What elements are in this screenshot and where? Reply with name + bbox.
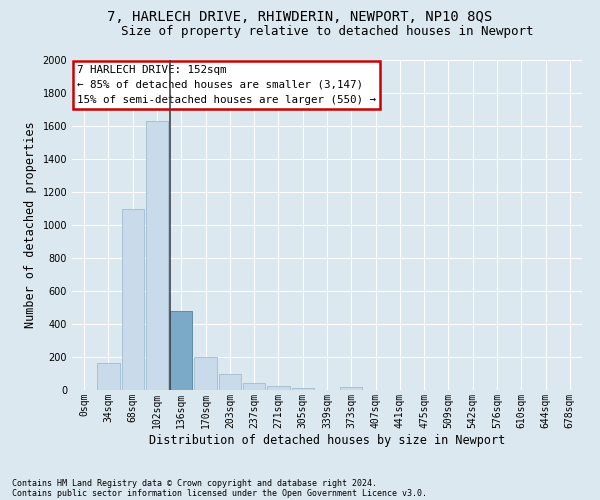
Bar <box>122 210 144 390</box>
Bar <box>97 363 119 390</box>
Bar <box>267 386 290 390</box>
Bar <box>194 357 217 390</box>
Text: 7, HARLECH DRIVE, RHIWDERIN, NEWPORT, NP10 8QS: 7, HARLECH DRIVE, RHIWDERIN, NEWPORT, NP… <box>107 10 493 24</box>
Text: Contains public sector information licensed under the Open Government Licence v3: Contains public sector information licen… <box>12 488 427 498</box>
Y-axis label: Number of detached properties: Number of detached properties <box>24 122 37 328</box>
Title: Size of property relative to detached houses in Newport: Size of property relative to detached ho… <box>121 25 533 38</box>
Bar <box>170 311 193 390</box>
Bar <box>340 387 362 390</box>
Bar <box>218 374 241 390</box>
Text: Contains HM Land Registry data © Crown copyright and database right 2024.: Contains HM Land Registry data © Crown c… <box>12 478 377 488</box>
Bar <box>243 384 265 390</box>
Bar <box>292 388 314 390</box>
Bar <box>146 121 168 390</box>
Text: 7 HARLECH DRIVE: 152sqm
← 85% of detached houses are smaller (3,147)
15% of semi: 7 HARLECH DRIVE: 152sqm ← 85% of detache… <box>77 65 376 104</box>
X-axis label: Distribution of detached houses by size in Newport: Distribution of detached houses by size … <box>149 434 505 446</box>
